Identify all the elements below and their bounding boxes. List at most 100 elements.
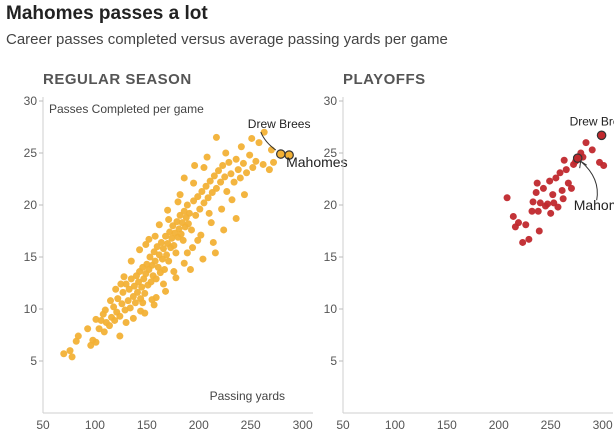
data-point-regular: [252, 157, 260, 165]
data-point-regular: [141, 309, 149, 317]
data-point-regular: [127, 275, 135, 283]
data-point-regular: [148, 296, 156, 304]
data-point-regular: [212, 133, 220, 141]
data-point-playoffs: [582, 139, 590, 147]
data-point-regular: [209, 238, 217, 246]
data-point-regular: [198, 187, 206, 195]
data-point-playoffs: [552, 174, 560, 182]
data-point-regular: [202, 182, 210, 190]
data-point-regular: [161, 265, 168, 273]
data-point-playoffs: [522, 221, 530, 229]
data-point-regular: [203, 153, 211, 161]
data-point-regular: [120, 273, 128, 281]
data-point-playoffs: [519, 238, 527, 246]
data-point-regular: [112, 285, 120, 293]
data-point-regular: [227, 170, 235, 178]
data-point-regular: [122, 280, 130, 288]
y-tick-label-regular: 10: [24, 302, 38, 316]
data-point-regular: [66, 347, 74, 355]
annotation-label-drew-brees-regular: Drew Brees: [248, 117, 311, 131]
panel-title-regular: REGULAR SEASON: [43, 71, 192, 88]
data-point-regular: [163, 251, 171, 259]
data-point-regular: [126, 304, 134, 312]
data-point-playoffs: [529, 198, 537, 206]
data-point-regular: [68, 353, 76, 361]
data-point-regular: [204, 194, 212, 202]
highlight-point-mahomes-playoffs: [572, 153, 583, 163]
data-point-regular: [125, 285, 133, 293]
y-tick-label-regular: 5: [30, 354, 37, 368]
data-point-regular: [225, 158, 233, 166]
data-point-regular: [165, 257, 173, 265]
data-point-playoffs: [556, 169, 564, 177]
x-tick-label-playoffs: 150: [437, 418, 457, 432]
highlight-point-drew-brees-regular: [276, 149, 286, 159]
data-point-regular: [207, 219, 215, 227]
highlight-point-drew-brees-playoffs: [596, 130, 607, 141]
chart-subtitle: Career passes completed versus average p…: [6, 31, 448, 48]
data-point-regular: [145, 235, 153, 243]
data-point-regular: [151, 232, 159, 240]
y-tick-label-playoffs: 15: [324, 250, 338, 264]
data-point-regular: [114, 295, 122, 303]
data-point-regular: [157, 238, 165, 246]
data-point-regular: [205, 209, 213, 217]
data-point-regular: [199, 255, 207, 263]
data-point-regular: [236, 174, 244, 182]
data-point-regular: [111, 316, 119, 324]
x-tick-label-playoffs: 200: [489, 418, 509, 432]
data-point-regular: [107, 297, 114, 305]
data-point-playoffs: [550, 199, 558, 207]
data-point-regular: [152, 275, 160, 283]
data-point-regular: [165, 216, 173, 224]
data-point-regular: [237, 143, 245, 151]
data-point-regular: [84, 325, 92, 333]
data-point-regular: [270, 158, 278, 166]
data-point-regular: [155, 221, 163, 229]
data-point-playoffs: [533, 179, 541, 187]
data-point-playoffs: [558, 186, 566, 194]
data-point-regular: [101, 306, 109, 314]
x-tick-label-regular: 50: [36, 418, 50, 432]
x-tick-label-playoffs: 300: [593, 418, 613, 432]
x-tick-label-regular: 150: [137, 418, 157, 432]
data-point-regular: [170, 242, 178, 250]
data-point-regular: [116, 312, 124, 320]
data-point-playoffs: [547, 209, 555, 217]
data-point-regular: [92, 315, 100, 323]
data-point-regular: [240, 191, 248, 199]
data-point-playoffs: [536, 199, 544, 207]
data-point-playoffs: [509, 212, 517, 220]
panel-title-playoffs: PLAYOFFS: [343, 71, 426, 88]
data-point-regular: [248, 134, 256, 142]
data-point-regular: [146, 253, 154, 261]
data-point-regular: [232, 215, 240, 223]
data-point-regular: [191, 161, 199, 169]
annotation-arrow-playoffs: [580, 160, 598, 201]
x-tick-label-playoffs: 100: [385, 418, 405, 432]
data-point-regular: [219, 161, 227, 169]
data-point-regular: [186, 265, 194, 273]
data-point-playoffs: [567, 184, 575, 192]
x-tick-label-regular: 200: [189, 418, 209, 432]
x-tick-label-playoffs: 50: [336, 418, 350, 432]
data-point-regular: [206, 177, 214, 185]
data-point-regular: [246, 151, 254, 159]
data-point-regular: [164, 206, 172, 214]
data-point-regular: [218, 205, 226, 213]
data-point-regular: [215, 167, 222, 175]
data-point-playoffs: [515, 219, 522, 227]
data-point-regular: [189, 244, 197, 252]
data-point-regular: [95, 325, 103, 333]
data-point-regular: [180, 174, 188, 182]
data-point-regular: [259, 160, 267, 168]
data-point-regular: [117, 280, 125, 288]
data-point-regular: [221, 173, 229, 181]
data-point-regular: [220, 226, 228, 234]
y-tick-label-regular: 15: [24, 250, 38, 264]
data-point-regular: [194, 193, 202, 201]
data-point-playoffs: [535, 227, 543, 235]
data-point-regular: [196, 205, 204, 213]
data-point-regular: [170, 268, 178, 276]
data-point-regular: [142, 241, 150, 249]
